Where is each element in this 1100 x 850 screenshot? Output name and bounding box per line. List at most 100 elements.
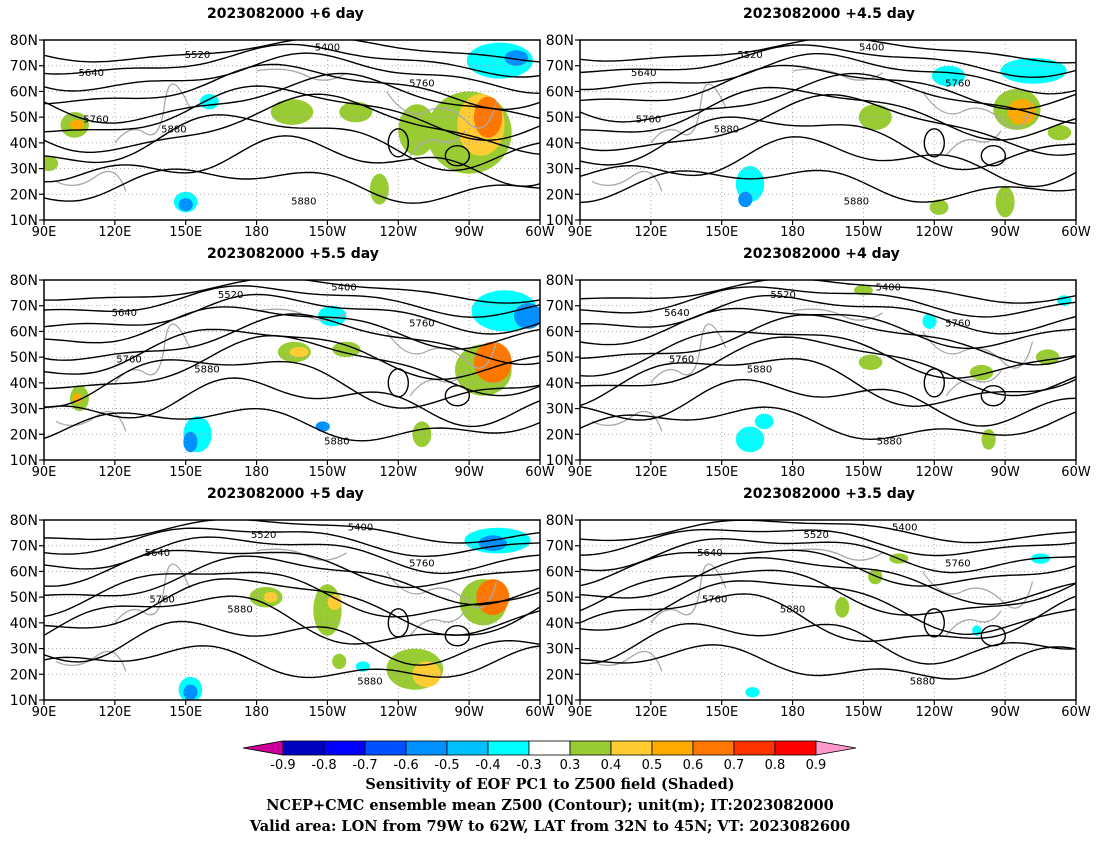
colorbar-label: 0.6: [683, 758, 704, 773]
lat-tick-label: 10N: [10, 693, 38, 709]
z500-contour: [580, 330, 1076, 380]
lat-tick-label: 30N: [546, 642, 574, 658]
z500-contour: [44, 52, 540, 94]
z500-contour: [44, 520, 540, 544]
lat-tick-label: 80N: [546, 273, 574, 289]
colorbar: -0.9 -0.8 -0.7 -0.6 -0.5 -0.4 -0.3 0.3 0.4 0.5 0.6…: [242, 740, 857, 773]
lon-tick-label: 90W: [990, 225, 1020, 240]
z500-contour: [387, 368, 409, 398]
sensitivity-shading: [754, 413, 774, 430]
lon-tick-label: 120E: [634, 465, 667, 480]
lon-tick-label: 150W: [845, 225, 883, 240]
sensitivity-shading: [183, 431, 198, 453]
z500-contour: [580, 593, 1076, 642]
lon-tick-label: 90E: [568, 225, 593, 240]
lon-tick-label: 120E: [98, 225, 131, 240]
colorbar-label: 0.7: [724, 758, 745, 773]
lon-tick-label: 180: [780, 225, 805, 240]
z500-contour: [923, 128, 945, 158]
coastline: [945, 610, 1002, 637]
contour-label: 5880: [844, 197, 869, 208]
lat-tick-label: 80N: [546, 513, 574, 529]
contour-label: 5520: [251, 530, 276, 541]
sensitivity-shading: [473, 341, 512, 383]
z500-contour: [44, 93, 540, 155]
lat-tick-label: 70N: [546, 59, 574, 75]
sensitivity-shading: [315, 421, 330, 432]
lon-tick-label: 90W: [454, 465, 484, 480]
lon-tick-label: 120E: [634, 225, 667, 240]
z500-contour: [580, 280, 1076, 304]
sensitivity-shading: [981, 429, 996, 450]
sensitivity-shading: [412, 661, 441, 688]
coastline: [591, 410, 663, 432]
lat-tick-label: 10N: [546, 213, 574, 229]
contour-label: 5880: [714, 125, 739, 136]
lat-tick-label: 60N: [546, 564, 574, 580]
z500-contour: [387, 128, 409, 158]
lat-tick-label: 60N: [10, 564, 38, 580]
lon-tick-label: 150W: [309, 465, 347, 480]
z500-contour: [580, 136, 1076, 188]
coastline: [650, 83, 727, 144]
lat-tick-label: 40N: [10, 376, 38, 392]
z500-contour: [580, 53, 1076, 95]
contour-label: 5760: [83, 114, 108, 125]
contour-label: 5520: [770, 290, 795, 301]
sensitivity-shading: [738, 191, 753, 208]
z500-contour: [580, 169, 1076, 204]
contour-label: 5760: [149, 594, 174, 605]
colorbar-swatch: [651, 740, 694, 756]
z500-contour: [44, 40, 540, 63]
lon-tick-label: 120E: [634, 705, 667, 720]
z500-contour: [44, 43, 540, 78]
lat-tick-label: 10N: [546, 453, 574, 469]
lon-tick-label: 180: [780, 705, 805, 720]
z500-contour: [580, 294, 1076, 335]
z500-contour: [580, 86, 1076, 141]
contour-label: 5760: [409, 558, 434, 569]
lat-tick-label: 80N: [10, 513, 38, 529]
sensitivity-shading: [858, 104, 892, 130]
z500-contour: [44, 620, 540, 666]
colorbar-label: 0.4: [601, 758, 622, 773]
colorbar-label: -0.3: [516, 758, 541, 773]
sensitivity-shading: [1007, 99, 1036, 125]
z500-contour: [980, 625, 1007, 647]
colorbar-label: 0.8: [765, 758, 786, 773]
contour-label: 5760: [702, 594, 727, 605]
z500-contour: [580, 537, 1076, 574]
z500-contour: [980, 145, 1007, 167]
z500-contour: [44, 377, 540, 428]
contour-label: 5640: [697, 548, 722, 559]
z500-contour: [580, 116, 1076, 171]
lon-tick-label: 90W: [454, 225, 484, 240]
coastline: [409, 610, 466, 637]
lat-tick-label: 50N: [546, 350, 574, 366]
contour-label: 5760: [409, 78, 434, 89]
lat-tick-label: 30N: [10, 162, 38, 178]
lon-tick-label: 120E: [98, 705, 131, 720]
colorbar-swatch: [323, 740, 366, 756]
colorbar-swatch: [569, 740, 612, 756]
z500-contour: [44, 359, 540, 409]
lat-tick-label: 70N: [10, 299, 38, 315]
lon-tick-label: 90E: [32, 705, 57, 720]
lat-tick-label: 50N: [10, 350, 38, 366]
z500-contour: [44, 571, 540, 618]
z500-contour: [580, 307, 1076, 350]
lat-tick-label: 20N: [10, 187, 38, 203]
lon-tick-label: 90W: [990, 705, 1020, 720]
z500-contour: [44, 527, 540, 558]
contour-label: 5640: [145, 548, 170, 559]
sensitivity-shading: [504, 50, 529, 66]
lon-tick-label: 150W: [309, 705, 347, 720]
colorbar-label: 0.3: [560, 758, 581, 773]
sensitivity-shading: [263, 592, 278, 603]
lon-tick-label: 90W: [990, 465, 1020, 480]
lon-tick-label: 120W: [379, 705, 417, 720]
contour-label: 5760: [409, 318, 434, 329]
contour-label: 5640: [79, 68, 104, 79]
contour-label: 5880: [877, 437, 902, 448]
lon-tick-label: 120W: [915, 225, 953, 240]
